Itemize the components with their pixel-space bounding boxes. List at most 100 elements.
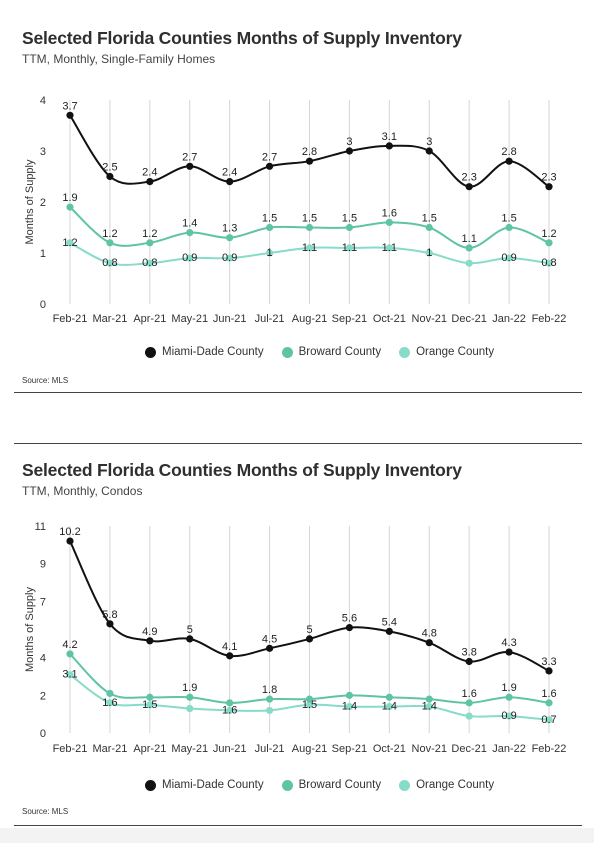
data-point-orange-county — [545, 259, 553, 267]
data-point-orange-county — [265, 706, 274, 715]
data-label-miami-dade-county: 2.7 — [182, 151, 197, 163]
data-label-broward-county: 1.5 — [342, 213, 357, 225]
x-tick-label: Jul-21 — [255, 743, 285, 755]
data-point-orange-county — [505, 254, 513, 262]
data-label-miami-dade-county: 4.8 — [422, 628, 437, 640]
x-tick-label: Feb-22 — [532, 313, 567, 325]
y-tick-label: 3 — [40, 146, 46, 158]
data-point-broward-county — [226, 234, 234, 242]
data-point-broward-county — [385, 693, 393, 701]
legend-label: Miami-Dade County — [162, 779, 264, 791]
x-tick-label: Apr-21 — [133, 743, 166, 755]
data-point-orange-county — [425, 249, 433, 257]
data-point-miami-dade-county — [265, 162, 274, 170]
legend-item-miami-dade: Miami-Dade County — [145, 346, 264, 358]
data-point-miami-dade-county — [265, 644, 274, 652]
y-tick-label: 2 — [40, 690, 46, 702]
x-tick-label: Nov-21 — [412, 743, 447, 755]
data-point-orange-county — [345, 244, 354, 252]
x-tick-label: Feb-21 — [53, 313, 88, 325]
data-point-miami-dade-county — [465, 657, 473, 666]
data-label-broward-county: 1.5 — [501, 213, 516, 225]
data-label-miami-dade-county: 3.1 — [382, 131, 397, 143]
data-point-broward-county — [226, 699, 234, 707]
data-point-orange-county — [226, 254, 234, 262]
data-label-miami-dade-county: 5.6 — [342, 613, 357, 625]
x-tick-label: Mar-21 — [92, 743, 127, 755]
data-label-miami-dade-county: 5 — [187, 624, 193, 636]
chart-subtitle: TTM, Monthly, Single-Family Homes — [22, 52, 216, 66]
chart-source: Source: MLS — [22, 376, 69, 385]
data-label-orange-county: 1 — [426, 247, 432, 259]
data-point-broward-county — [385, 218, 393, 226]
data-point-broward-county — [425, 223, 433, 232]
data-label-broward-county: 1.2 — [142, 228, 157, 240]
x-tick-label: Aug-21 — [292, 743, 327, 755]
data-point-miami-dade-county — [146, 637, 154, 645]
data-point-broward-county — [545, 239, 553, 247]
chart-title: Selected Florida Counties Months of Supp… — [22, 460, 462, 480]
legend-swatch-broward — [281, 346, 293, 358]
data-point-broward-county — [425, 695, 433, 703]
y-tick-label: 7 — [40, 596, 46, 608]
data-point-miami-dade-county — [186, 635, 194, 643]
legend-swatch-orange — [399, 346, 411, 358]
legend-label: Broward County — [298, 346, 382, 358]
data-label-miami-dade-county: 3 — [426, 136, 432, 148]
data-label-broward-county: 1.9 — [62, 192, 77, 204]
data-label-miami-dade-county: 2.5 — [102, 162, 117, 174]
data-point-broward-county — [305, 695, 314, 703]
data-label-broward-county: 1.5 — [422, 213, 437, 225]
y-tick-label: 0 — [40, 728, 46, 740]
data-label-broward-county: 1.6 — [541, 688, 556, 700]
x-tick-label: Oct-21 — [373, 743, 406, 755]
y-axis-label: Months of Supply — [24, 159, 36, 244]
data-point-orange-county — [465, 712, 473, 720]
legend-swatch-broward — [281, 779, 293, 791]
data-point-orange-county — [66, 671, 74, 679]
data-point-broward-county — [505, 223, 513, 232]
data-point-orange-county — [186, 254, 194, 262]
chart-legend: Miami-Dade County Broward County Orange … — [145, 779, 512, 791]
data-point-broward-county — [66, 650, 74, 658]
x-tick-label: May-21 — [171, 743, 208, 755]
data-label-orange-county: 0.8 — [102, 257, 117, 269]
legend-item-orange: Orange County — [399, 346, 494, 358]
data-point-orange-county — [106, 699, 114, 707]
data-label-miami-dade-county: 2.4 — [222, 167, 237, 179]
data-label-miami-dade-county: 2.7 — [262, 151, 277, 163]
line-chart-single-family: 0 1 2 3 4 Months of Supply Feb-21 Mar-21 Apr-21 M… — [24, 95, 567, 325]
data-label-miami-dade-county: 5.4 — [382, 616, 397, 628]
data-point-orange-county — [265, 249, 274, 257]
data-label-orange-county: 0.9 — [501, 710, 516, 722]
x-tick-label: Jul-21 — [255, 313, 285, 325]
data-label-broward-county: 1.1 — [462, 233, 477, 245]
data-point-broward-county — [305, 223, 314, 232]
x-tick-label: Jan-22 — [492, 743, 526, 755]
x-tick-label: Sep-21 — [332, 313, 367, 325]
legend-swatch-miami-dade — [145, 779, 156, 791]
data-point-miami-dade-county — [385, 627, 393, 635]
y-tick-label: 4 — [40, 653, 46, 665]
data-point-broward-county — [106, 239, 114, 247]
divider — [14, 825, 582, 826]
x-tick-label: Aug-21 — [292, 313, 327, 325]
chart-subtitle: TTM, Monthly, Condos — [22, 484, 143, 498]
y-tick-label: 9 — [40, 559, 46, 571]
data-point-orange-county — [425, 703, 433, 711]
x-tick-label: Dec-21 — [451, 313, 486, 325]
x-tick-label: Feb-21 — [53, 743, 88, 755]
data-point-broward-county — [265, 695, 274, 703]
data-label-orange-county: 1.5 — [142, 699, 157, 711]
chart-legend: Miami-Dade County Broward County Orange … — [145, 346, 512, 358]
data-label-broward-county: 1.2 — [102, 228, 117, 240]
divider — [14, 443, 582, 444]
data-point-miami-dade-county — [226, 178, 234, 186]
data-label-miami-dade-county: 2.3 — [462, 172, 477, 184]
x-tick-label: Oct-21 — [373, 313, 406, 325]
data-point-broward-county — [106, 689, 114, 698]
data-point-orange-county — [385, 244, 393, 252]
data-label-miami-dade-county: 2.3 — [541, 172, 556, 184]
data-point-miami-dade-county — [505, 648, 513, 656]
data-label-orange-county: 1.4 — [422, 701, 437, 713]
